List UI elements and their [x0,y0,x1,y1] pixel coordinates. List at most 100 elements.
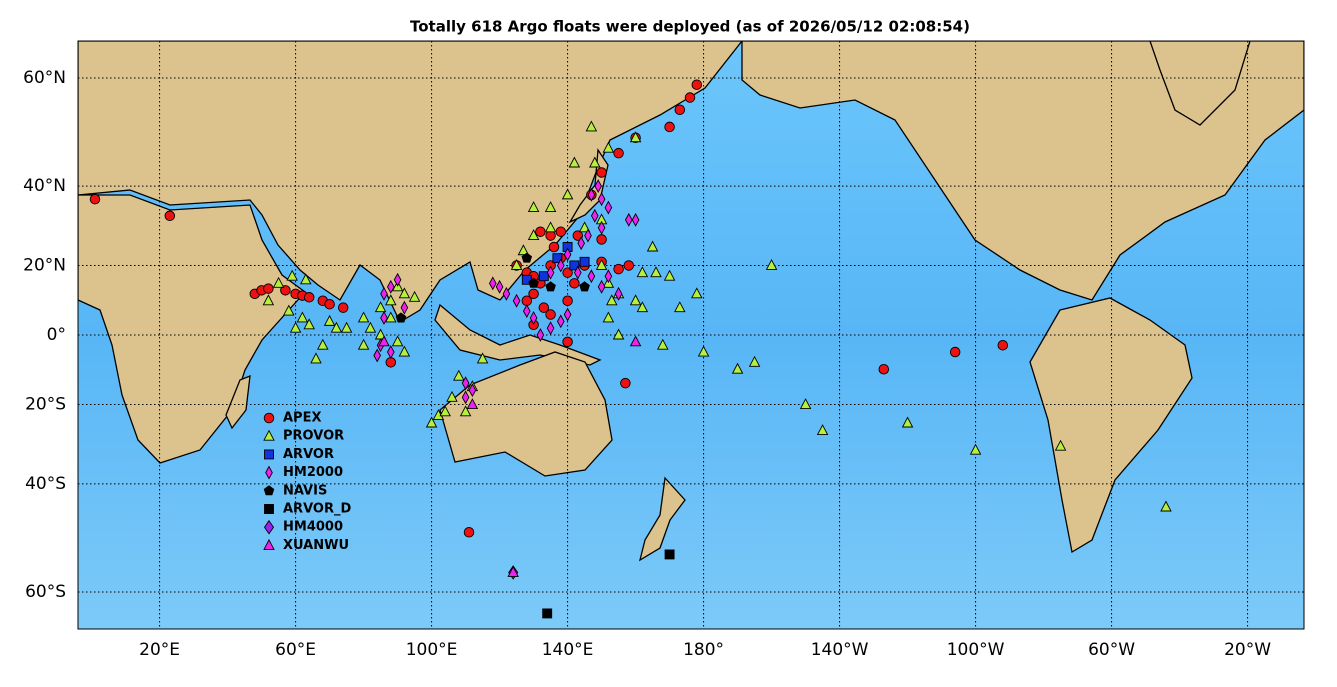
float-marker [606,294,618,306]
float-marker [901,416,914,428]
float-marker [1054,439,1067,451]
float-marker [324,298,335,310]
legend-label: PROVOR [283,429,344,444]
float-marker [262,294,275,306]
float-marker [317,338,329,350]
y-tick-label: 0° [47,325,66,345]
float-marker [563,307,572,322]
float-marker [280,285,291,296]
greenland [1149,41,1251,126]
legend-label: ARVOR_D [283,502,351,517]
float-marker [579,256,590,267]
float-marker [624,212,633,227]
float-marker [629,131,642,143]
float-marker [380,286,388,301]
x-tick-label: 140°E [542,640,594,660]
float-marker [521,295,533,307]
float-marker [657,338,669,350]
float-marker [323,314,336,326]
float-marker [629,294,642,306]
float-marker [590,208,599,223]
float-marker [614,286,623,301]
float-marker [536,328,545,342]
float-marker [597,279,606,294]
float-marker [579,281,590,292]
float-marker [463,526,475,538]
chart-title: Totally 618 Argo floats were deployed (a… [410,18,970,36]
float-marker [263,412,275,424]
float-marker [507,565,519,577]
x-tick-label: 20°E [139,640,180,660]
float-marker [286,269,298,281]
float-marker [568,156,581,168]
float-marker [546,321,555,336]
float-marker [385,311,397,323]
float-marker [357,338,370,350]
float-marker [542,608,553,619]
legend-label: HM2000 [283,465,343,480]
float-marker [398,345,411,357]
float-marker [263,538,275,550]
japan [568,148,609,224]
float-marker [765,258,778,270]
float-marker [596,234,607,245]
float-marker [620,377,631,389]
y-tick-label: 60°N [23,68,66,88]
float-marker [748,355,761,367]
float-marker [555,226,567,237]
y-tick-label: 60°S [25,582,66,602]
float-marker [476,352,489,364]
float-marker [556,314,565,329]
float-marker [597,220,606,235]
float-marker [604,200,613,215]
float-marker [272,276,285,288]
float-marker [684,92,696,103]
float-marker [636,266,649,278]
float-marker [636,301,649,313]
float-marker [538,271,549,282]
legend-label: HM4000 [283,520,343,535]
float-marker [374,301,387,313]
float-marker [495,279,504,294]
float-marker [535,226,546,237]
float-marker [89,193,101,205]
float-marker [310,352,322,364]
float-marker [573,265,582,280]
float-marker [517,244,530,256]
float-marker [816,424,829,436]
float-marker [391,335,404,347]
y-tick-label: 20°N [23,255,66,275]
float-marker [663,269,676,281]
float-marker [544,201,557,213]
float-marker [289,321,302,333]
float-marker [578,221,591,233]
floats [89,79,1172,619]
float-marker [538,302,550,313]
float-marker [521,252,533,263]
landmasses [78,41,1304,562]
float-marker [385,294,397,306]
float-marker [589,156,601,168]
float-marker [512,293,521,308]
float-marker [461,390,470,405]
float-marker [459,405,472,417]
legend-label: ARVOR [283,447,334,462]
legend-label: XUANWU [283,538,349,553]
x-tick-label: 140°W [811,640,869,660]
float-marker [674,104,686,115]
float-marker [546,265,555,280]
float-marker [572,230,584,241]
float-marker [731,362,744,374]
float-marker [562,242,573,252]
float-marker [395,312,407,323]
float-marker [528,288,539,300]
float-marker [697,345,710,357]
float-marker [691,287,703,299]
float-marker [522,304,531,319]
float-marker [400,300,409,315]
float-marker [380,311,388,325]
float-marker [556,258,565,273]
float-marker [364,321,377,333]
float-marker [561,188,574,200]
float-marker [408,290,421,302]
